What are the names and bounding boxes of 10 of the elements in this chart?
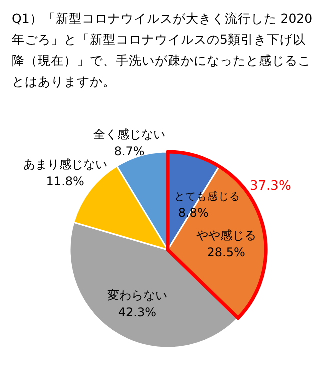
data-label: 28.5% xyxy=(207,246,246,260)
chart-title: Q1）「新型コロナウイルスが大きく流行した 2020 年ごろ」と「新型コロナウイルスの5類引き下げ以降（現在）」で、手洗いが疎かになったと感じることはありますか。 xyxy=(12,10,314,91)
data-label: 11.8% xyxy=(46,174,84,188)
slice-label: あまり感じない xyxy=(23,157,108,172)
data-label: 42.3% xyxy=(118,306,156,320)
text: 37.3% xyxy=(250,179,292,194)
data-label: 8.7% xyxy=(114,144,145,158)
slice-label: 全く感じない xyxy=(94,127,166,142)
slice-label: やや感じる xyxy=(196,228,256,243)
slice-label: 変わらない xyxy=(107,288,168,303)
